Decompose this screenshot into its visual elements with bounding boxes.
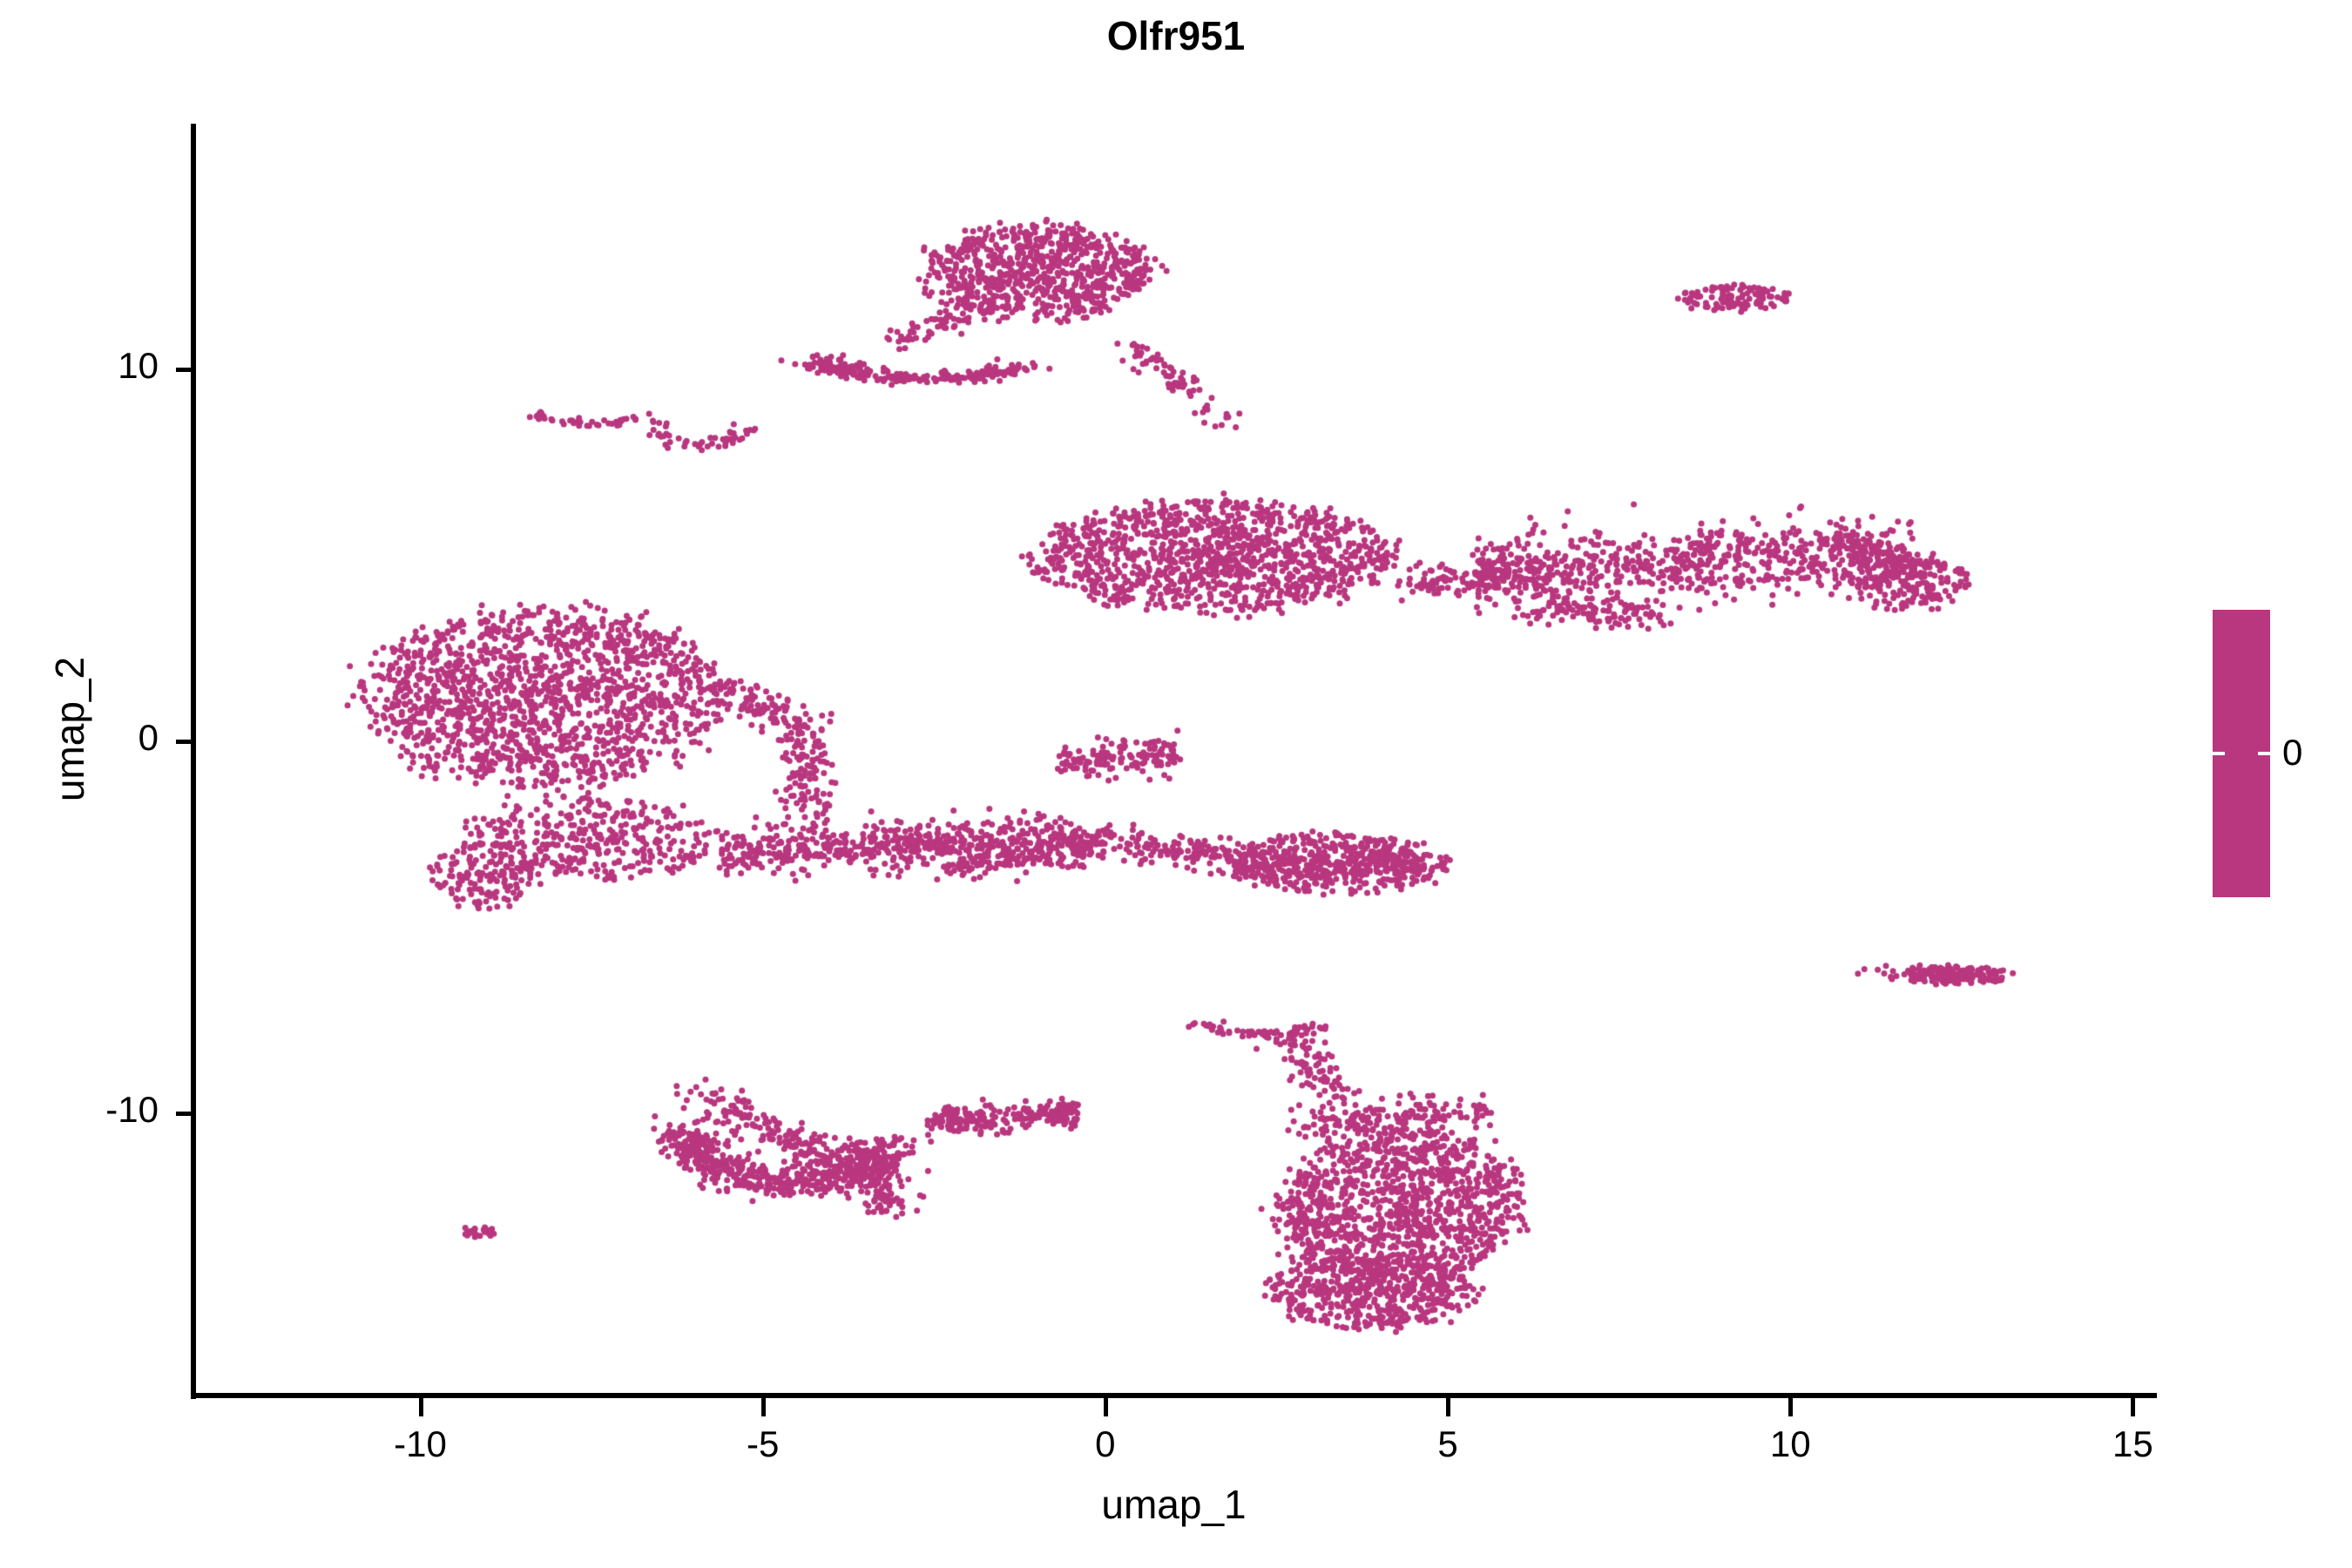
x-tick-label: -5 [746,1423,780,1464]
x-tick-mark [2131,1398,2136,1416]
x-axis-line [191,1393,2157,1398]
y-tick-label: -10 [105,1088,159,1130]
x-tick-label: 0 [1095,1423,1116,1464]
x-tick-label: -10 [394,1423,447,1464]
colorbar-legend: 0 [2213,610,2352,958]
y-axis-title: umap_2 [47,656,92,802]
plot-panel [194,124,2153,1396]
x-tick-mark [1103,1398,1108,1416]
page-title: Olfr951 [1106,13,1246,58]
y-tick-mark [176,739,194,744]
y-axis-line [191,124,196,1399]
colorbar-tick-label: 0 [2282,732,2303,773]
y-tick-label: 0 [138,716,159,758]
x-tick-label: 15 [2112,1423,2153,1464]
x-axis-title: umap_1 [1101,1482,1247,1527]
x-tick-mark [418,1398,423,1416]
y-tick-label: 10 [118,344,159,386]
x-tick-label: 10 [1769,1423,1811,1464]
y-tick-mark [176,367,194,372]
x-tick-mark [760,1398,766,1416]
x-tick-mark [1788,1398,1794,1416]
scatter-points-layer [194,124,2153,1396]
colorbar-tick-gap [2225,752,2258,755]
x-tick-mark [1446,1398,1451,1416]
y-tick-mark [176,1111,194,1116]
x-tick-label: 5 [1437,1423,1458,1464]
